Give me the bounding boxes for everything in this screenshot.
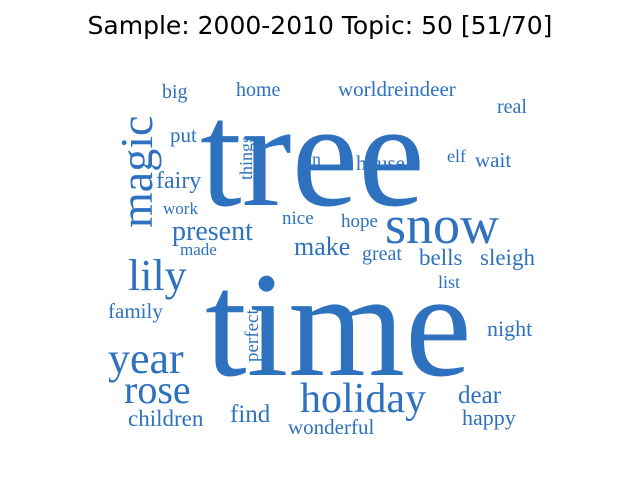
word-rose: rose (124, 367, 191, 412)
word-perfect: perfect (242, 309, 263, 362)
word-great: great (362, 243, 402, 265)
word-things: things (236, 136, 256, 180)
word-hope: hope (341, 211, 378, 232)
word-elf: elf (447, 146, 466, 166)
word-home: home (236, 79, 281, 101)
word-magic: magic (111, 116, 162, 228)
word-lily: lily (128, 251, 187, 300)
word-sleigh: sleigh (480, 245, 535, 270)
word-night: night (487, 316, 532, 341)
word-happy: happy (462, 405, 516, 430)
word-work: work (163, 199, 198, 218)
word-put: put (170, 123, 197, 147)
figure-title: Sample: 2000-2010 Topic: 50 [51/70] (87, 11, 553, 40)
word-wonderful: wonderful (288, 415, 374, 439)
word-tree: tree (200, 72, 425, 238)
word-list: list (438, 272, 460, 292)
word-wait: wait (475, 148, 511, 172)
word-made: made (180, 240, 217, 259)
word-family: family (108, 299, 163, 323)
word-dear: dear (458, 382, 502, 409)
word-big: big (162, 81, 188, 103)
word-find: find (230, 401, 271, 428)
word-fairy: fairy (156, 168, 201, 194)
word-real: real (497, 96, 527, 118)
word-time: time (205, 242, 472, 408)
word-children: children (128, 406, 204, 431)
word-bells: bells (419, 245, 462, 270)
word-year: year (108, 334, 184, 383)
word-worldreindeer: worldreindeer (338, 77, 456, 101)
word-present: present (172, 216, 253, 247)
word-snow: snow (385, 195, 499, 255)
word-nice: nice (282, 208, 314, 229)
word-holiday: holiday (300, 376, 426, 422)
word-fun: fun (297, 149, 321, 169)
word-make: make (294, 232, 350, 261)
word-house: house (356, 151, 405, 175)
